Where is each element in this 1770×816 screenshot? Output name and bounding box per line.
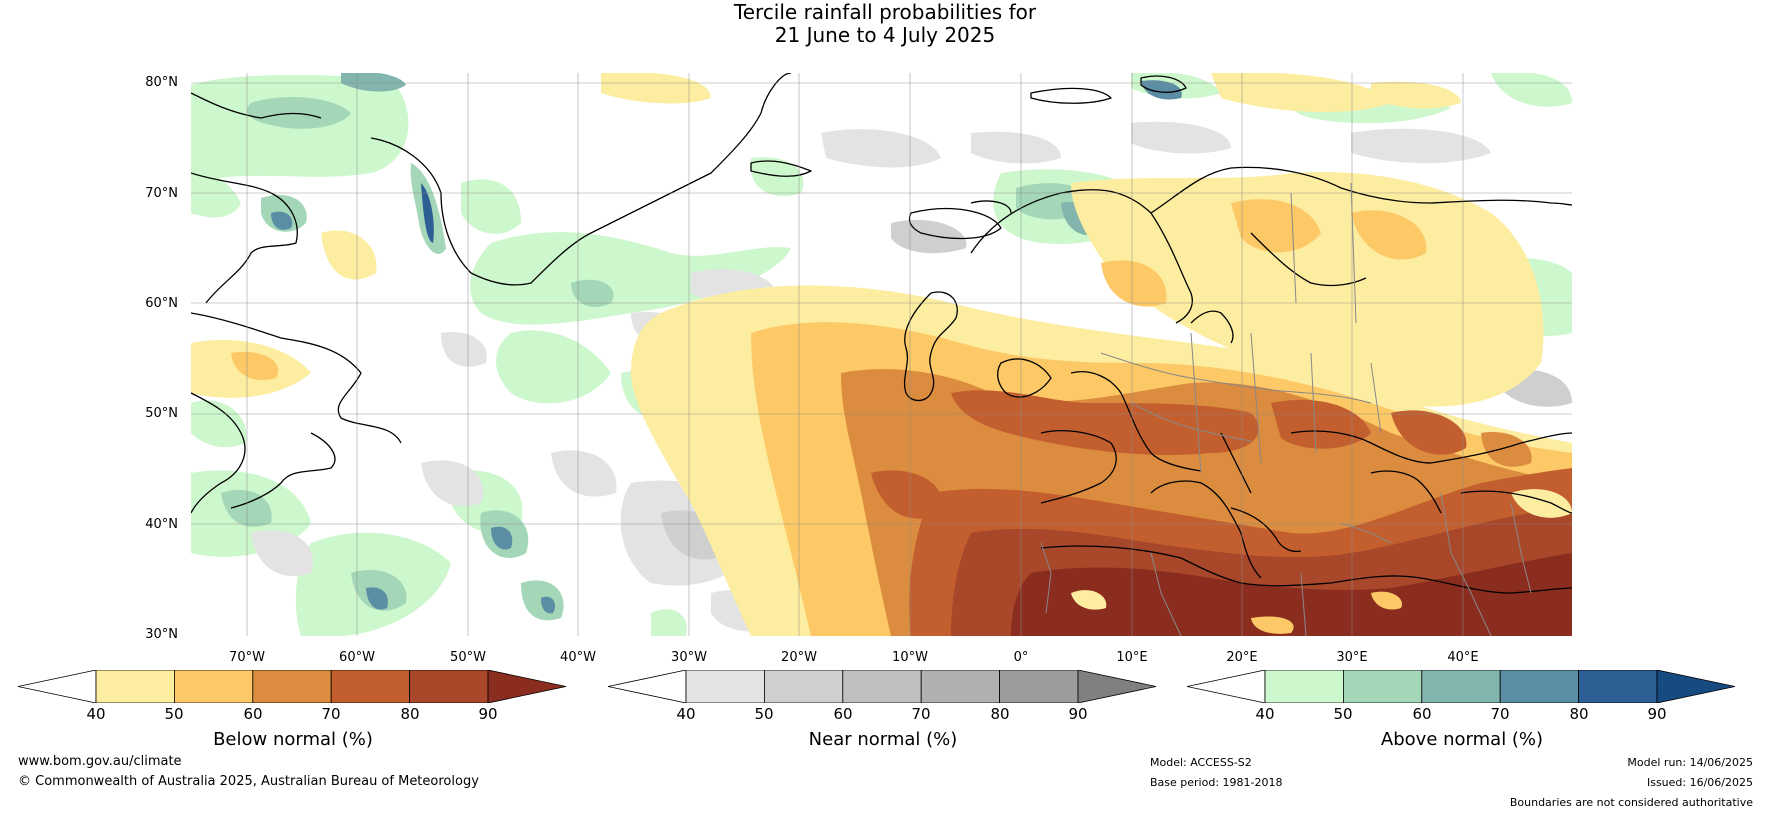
- cbar-tick: 60: [243, 705, 263, 723]
- lon-label-50w: 50°W: [450, 650, 486, 665]
- lon-label-20w: 20°W: [781, 650, 817, 665]
- lat-label-40n: 40°N: [145, 517, 178, 532]
- cbar-tick: 70: [321, 705, 341, 723]
- colorbar-segment: [842, 670, 922, 703]
- colorbar-lower-arrow: [608, 670, 687, 703]
- cbar-tick: 60: [1412, 705, 1432, 723]
- colorbar-below-title: Below normal (%): [213, 729, 373, 750]
- colorbar-near-normal: [608, 670, 1157, 703]
- colorbar-near-title: Near normal (%): [808, 729, 958, 750]
- colorbar-segment: [95, 670, 175, 703]
- cbar-tick: 50: [164, 705, 184, 723]
- model-name: Model: ACCESS-S2: [1150, 756, 1252, 769]
- lon-label-0: 0°: [1013, 650, 1029, 665]
- base-period: Base period: 1981-2018: [1150, 776, 1283, 789]
- cbar-tick: 80: [990, 705, 1010, 723]
- colorbar-below-normal: [18, 670, 567, 703]
- cbar-tick: 90: [1647, 705, 1667, 723]
- cbar-tick: 40: [1255, 705, 1275, 723]
- cbar-tick: 50: [1333, 705, 1353, 723]
- cbar-tick: 90: [478, 705, 498, 723]
- lat-label-60n: 60°N: [145, 296, 178, 311]
- website-link[interactable]: www.bom.gov.au/climate: [18, 754, 182, 769]
- colorbar-segment: [685, 670, 765, 703]
- graticule: [191, 73, 1572, 636]
- colorbar-lower-arrow: [1187, 670, 1266, 703]
- cbar-tick: 90: [1068, 705, 1088, 723]
- below-normal-regions: [191, 73, 1572, 636]
- colorbar-segment: [920, 670, 1001, 703]
- colorbar-above-title: Above normal (%): [1380, 729, 1544, 750]
- copyright-text: © Commonwealth of Australia 2025, Austra…: [18, 774, 479, 789]
- colorbar-segment: [1264, 670, 1344, 703]
- map-title-line1: Tercile rainfall probabilities for: [733, 0, 1037, 24]
- model-run-date: Model run: 14/06/2025: [1627, 756, 1753, 769]
- colorbar-segment: [999, 670, 1079, 703]
- colorbar-segment: [1421, 670, 1501, 703]
- lat-label-30n: 30°N: [145, 627, 178, 642]
- colorbar-upper-arrow: [1656, 670, 1736, 703]
- cbar-tick: 40: [676, 705, 696, 723]
- cbar-tick: 80: [400, 705, 420, 723]
- colorbar-segment: [763, 670, 844, 703]
- lon-label-30e: 30°E: [1336, 650, 1368, 665]
- colorbar-lower-arrow: [18, 670, 97, 703]
- colorbar-segment: [409, 670, 489, 703]
- lon-label-60w: 60°W: [339, 650, 375, 665]
- cbar-tick: 40: [86, 705, 106, 723]
- colorbar-segment: [1499, 670, 1580, 703]
- lon-label-30w: 30°W: [671, 650, 707, 665]
- colorbar-segment: [252, 670, 332, 703]
- colorbar-upper-arrow: [1077, 670, 1157, 703]
- lon-label-10e: 10°E: [1116, 650, 1148, 665]
- colorbar-segment: [1578, 670, 1658, 703]
- colorbar-segment: [1342, 670, 1423, 703]
- lon-label-10w: 10°W: [892, 650, 928, 665]
- boundaries-disclaimer: Boundaries are not considered authoritat…: [1509, 796, 1753, 809]
- cbar-tick: 70: [1490, 705, 1510, 723]
- colorbar-above-normal: [1187, 670, 1736, 703]
- colorbar-upper-arrow: [487, 670, 567, 703]
- map-title-line2: 21 June to 4 July 2025: [774, 23, 996, 47]
- lon-label-70w: 70°W: [229, 650, 265, 665]
- lon-label-40w: 40°W: [560, 650, 596, 665]
- cbar-tick: 50: [754, 705, 774, 723]
- lat-label-50n: 50°N: [145, 406, 178, 421]
- cbar-tick: 60: [833, 705, 853, 723]
- lon-label-40e: 40°E: [1447, 650, 1479, 665]
- rainfall-probability-map: [191, 73, 1572, 636]
- lat-label-70n: 70°N: [145, 186, 178, 201]
- cbar-tick: 80: [1569, 705, 1589, 723]
- coastlines: [191, 73, 1572, 594]
- issued-date: Issued: 16/06/2025: [1646, 776, 1753, 789]
- colorbar-segment: [173, 670, 254, 703]
- lat-label-80n: 80°N: [145, 75, 178, 90]
- cbar-tick: 70: [911, 705, 931, 723]
- lon-label-20e: 20°E: [1226, 650, 1258, 665]
- colorbar-segment: [330, 670, 411, 703]
